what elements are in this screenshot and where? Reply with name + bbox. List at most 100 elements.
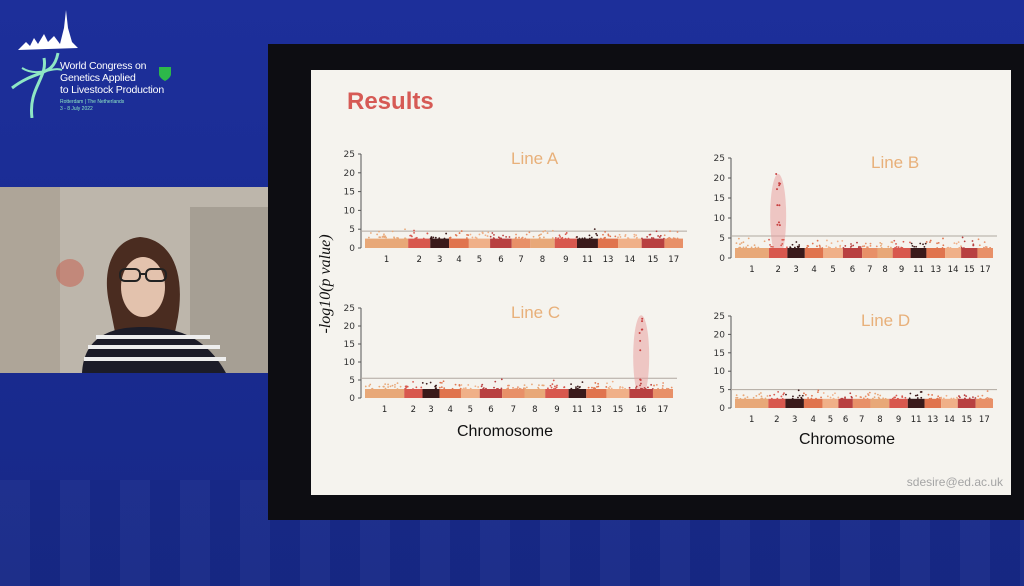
chromosome-label: 6 (843, 415, 848, 425)
panel-title: Line C (511, 303, 560, 322)
snp-point (588, 234, 591, 237)
snp-point (460, 384, 463, 386)
snp-point (844, 245, 847, 247)
chromosome-band (430, 238, 450, 248)
chromosome-label: 5 (830, 265, 835, 275)
snp-point (841, 397, 844, 400)
snp-point (842, 246, 845, 249)
snp-point (464, 387, 467, 390)
snp-point (657, 235, 660, 237)
snp-point (564, 237, 567, 240)
snp-point (952, 397, 955, 400)
chromosome-band (822, 398, 839, 408)
snp-point (603, 237, 606, 240)
snp-point (770, 245, 773, 248)
snp-point (550, 386, 553, 389)
snp-point (478, 233, 481, 236)
chromosome-label: 7 (867, 265, 872, 275)
snp-point (484, 234, 487, 237)
snp-point (663, 234, 666, 237)
snp-point (591, 386, 593, 389)
chromosome-label: 13 (603, 255, 614, 265)
snp-point (776, 223, 779, 226)
snp-point (986, 390, 989, 392)
snp-point (364, 385, 367, 388)
snp-point (391, 230, 394, 233)
chromosome-band (803, 398, 823, 408)
snp-point (430, 237, 433, 240)
snp-point (648, 233, 651, 236)
snp-point (521, 236, 524, 239)
chromosome-band (479, 389, 503, 398)
snp-point (487, 231, 490, 234)
snp-point (458, 232, 461, 234)
chromosome-band (945, 248, 962, 258)
snp-point (961, 236, 964, 239)
snp-point (827, 246, 830, 249)
snp-point (811, 242, 814, 245)
snp-point (792, 395, 794, 398)
snp-point (425, 382, 428, 385)
snp-point (866, 397, 869, 400)
chromosome-label: 16 (636, 405, 647, 415)
snp-point (676, 231, 679, 233)
chromosome-label: 8 (540, 255, 545, 265)
snp-point (804, 393, 807, 396)
snp-point (826, 395, 829, 398)
snp-point (971, 240, 974, 242)
snp-point (650, 237, 653, 239)
snp-point (931, 394, 934, 396)
snp-point (832, 397, 835, 400)
snp-point (413, 231, 415, 234)
snp-point (639, 349, 642, 352)
snp-point (489, 235, 492, 238)
snp-point (757, 246, 760, 249)
snp-point (581, 237, 584, 240)
chromosome-band (838, 398, 853, 408)
conference-dates: 3 - 8 July 2022 (60, 106, 93, 112)
snp-point (849, 246, 852, 248)
snp-point (641, 237, 643, 240)
snp-point (369, 383, 372, 386)
snp-point (763, 240, 766, 243)
chromosome-label: 11 (911, 415, 922, 425)
chromosome-label: 4 (810, 415, 815, 425)
chromosome-label: 14 (624, 255, 635, 265)
snp-point (928, 397, 931, 400)
snp-point (957, 241, 960, 244)
chromosome-band (961, 248, 978, 258)
snp-point (391, 384, 394, 387)
conference-location: Rotterdam | The Netherlands (60, 99, 125, 105)
y-tick-label: 5 (719, 234, 725, 244)
snp-point (781, 397, 784, 400)
snp-point (780, 395, 783, 398)
snp-point (778, 184, 781, 187)
snp-point (829, 396, 832, 399)
snp-point (663, 237, 665, 240)
chromosome-label: 4 (456, 255, 461, 265)
snp-point (830, 242, 833, 245)
snp-point (778, 204, 781, 207)
snp-point (735, 242, 738, 244)
snp-point (766, 395, 769, 397)
snp-point (735, 394, 738, 397)
snp-point (942, 237, 944, 240)
snp-point (469, 387, 472, 390)
manhattan-plot-line-b: Line B 0 5 10 15 20 25 1 2 3 4 5 6 7 8 9 11 13 14 15 17 (701, 150, 1001, 280)
snp-point (676, 237, 679, 240)
snp-point (669, 230, 671, 233)
snp-point (378, 230, 380, 233)
chromosome-band (468, 238, 491, 248)
snp-point (544, 230, 547, 232)
snp-point (641, 317, 644, 320)
y-tick-label: 15 (344, 188, 355, 198)
snp-point (597, 382, 600, 385)
chromosome-band (892, 248, 911, 258)
snp-point (647, 386, 649, 389)
snp-point (742, 246, 745, 249)
chromosome-label: 3 (793, 265, 798, 275)
snp-point (555, 386, 558, 389)
snp-point (486, 235, 489, 237)
snp-point (384, 383, 387, 386)
